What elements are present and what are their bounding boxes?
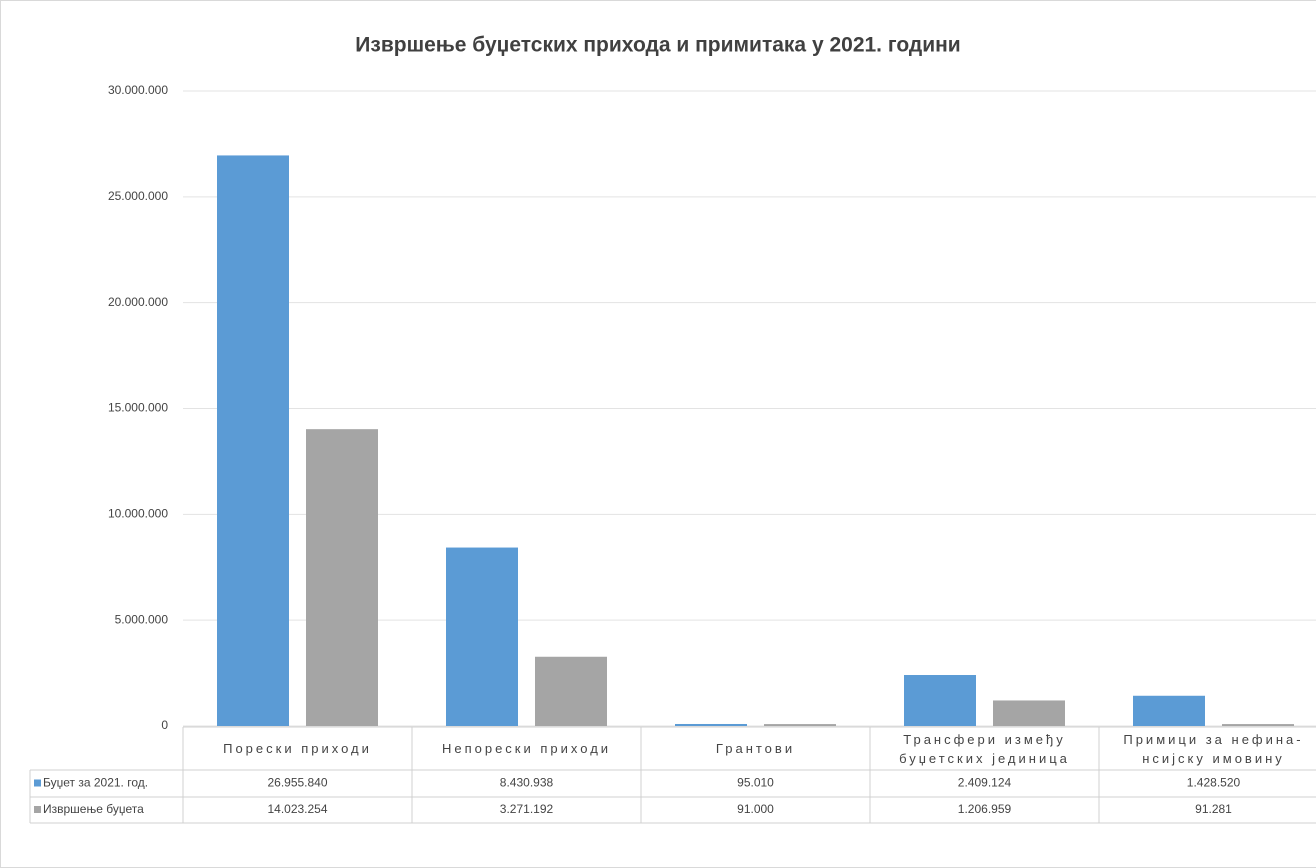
- y-tick-label: 5.000.000: [115, 612, 169, 626]
- x-tick-label-box: Трансфери између буџетских јединица: [899, 731, 1070, 766]
- y-tick-label: 20.000.000: [108, 295, 168, 309]
- data-table-value: 91.281: [1195, 802, 1232, 816]
- x-tick-label-box: Непорески приходи: [441, 741, 612, 756]
- bar: [764, 724, 836, 726]
- legend-label: Буџет за 2021. год.: [43, 776, 148, 790]
- chart-title: Извршење буџетских прихода и примитака у…: [355, 34, 960, 57]
- bar: [675, 723, 747, 726]
- bar: [1222, 724, 1294, 726]
- bar: [1133, 695, 1205, 726]
- data-table-value: 8.430.938: [500, 776, 554, 790]
- x-tick-label: Примици за нефина-нсијску имовину: [1123, 731, 1304, 766]
- data-table-value: 91.000: [737, 802, 774, 816]
- bar: [217, 155, 289, 727]
- data-table-value: 1.428.520: [1187, 776, 1241, 790]
- data-table-value: 1.206.959: [958, 802, 1012, 816]
- x-tick-label-box: Порески приходи: [223, 741, 372, 756]
- bar: [446, 547, 518, 726]
- y-tick-label: 0: [161, 718, 168, 732]
- x-tick-label-box: Грантови: [715, 741, 796, 756]
- bar: [306, 429, 378, 726]
- data-table-value: 26.955.840: [267, 776, 327, 790]
- y-tick-label: 25.000.000: [108, 189, 168, 203]
- x-tick-label: Порески приходи: [223, 741, 372, 756]
- y-tick-label: 30.000.000: [108, 83, 168, 97]
- bar: [904, 675, 976, 726]
- x-tick-label: Трансфери између буџетских јединица: [899, 731, 1070, 766]
- y-tick-label: 15.000.000: [108, 401, 168, 415]
- x-tick-label: Грантови: [715, 741, 796, 756]
- legend-swatch: [34, 806, 41, 813]
- legend-swatch: [34, 779, 41, 787]
- bar: [993, 700, 1065, 726]
- x-tick-label-box: Примици за нефина-нсијску имовину: [1123, 731, 1304, 766]
- data-table-value: 95.010: [737, 776, 774, 790]
- data-table-value: 14.023.254: [267, 802, 327, 816]
- data-table-value: 3.271.192: [500, 802, 554, 816]
- legend-label: Извршење буџета: [43, 802, 144, 816]
- y-tick-label: 10.000.000: [108, 507, 168, 521]
- bar: [535, 656, 607, 726]
- x-tick-label: Непорески приходи: [441, 741, 612, 756]
- data-table-value: 2.409.124: [958, 776, 1012, 790]
